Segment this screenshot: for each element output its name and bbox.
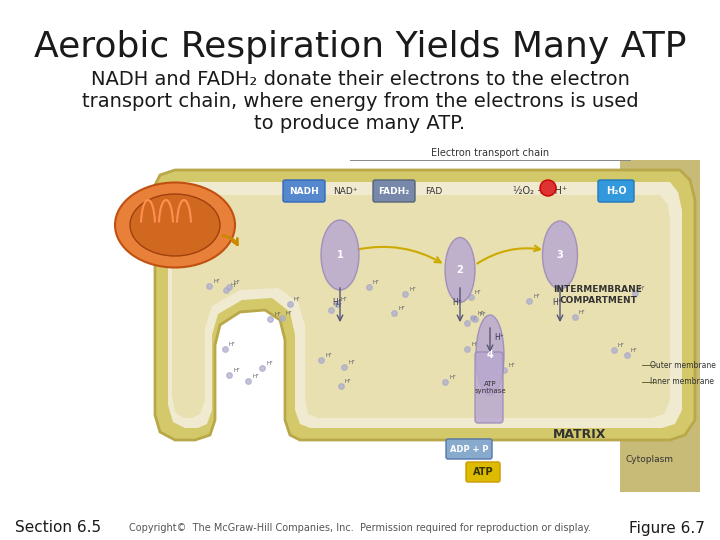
Text: H⁺: H⁺ <box>345 379 352 383</box>
Text: Aerobic Respiration Yields Many ATP: Aerobic Respiration Yields Many ATP <box>34 30 686 64</box>
Text: H⁺: H⁺ <box>494 333 504 342</box>
Ellipse shape <box>321 220 359 290</box>
Text: H⁺: H⁺ <box>579 309 585 314</box>
Text: ½O₂ + 2H⁺: ½O₂ + 2H⁺ <box>513 186 567 196</box>
Text: Copyright©  The McGraw-Hill Companies, Inc.  Permission required for reproductio: Copyright© The McGraw-Hill Companies, In… <box>129 523 591 533</box>
Text: H⁺: H⁺ <box>471 341 478 347</box>
Ellipse shape <box>445 238 475 302</box>
Text: INTERMEMBRANE
COMPARTMENT: INTERMEMBRANE COMPARTMENT <box>554 285 642 305</box>
Text: H⁺: H⁺ <box>233 280 240 285</box>
Text: H⁺: H⁺ <box>348 360 355 365</box>
FancyBboxPatch shape <box>373 180 415 202</box>
PathPatch shape <box>172 195 670 418</box>
FancyBboxPatch shape <box>90 160 700 492</box>
Text: H⁺: H⁺ <box>639 286 646 291</box>
Text: H⁺: H⁺ <box>480 313 486 318</box>
Text: H⁺: H⁺ <box>233 368 240 373</box>
Text: H⁺: H⁺ <box>409 287 416 292</box>
Ellipse shape <box>130 194 220 256</box>
FancyBboxPatch shape <box>466 462 500 482</box>
Text: H⁺: H⁺ <box>341 297 348 302</box>
Text: H⁺: H⁺ <box>266 361 274 366</box>
Circle shape <box>540 180 556 196</box>
Text: H⁺: H⁺ <box>508 363 516 368</box>
Text: ADP + P: ADP + P <box>450 444 488 454</box>
Text: H⁺: H⁺ <box>274 312 282 317</box>
Text: 4: 4 <box>487 350 493 360</box>
Text: NADH and FADH₂ donate their electrons to the electron: NADH and FADH₂ donate their electrons to… <box>91 70 629 89</box>
Text: MATRIX: MATRIX <box>553 429 607 442</box>
Text: FADH₂: FADH₂ <box>379 186 410 195</box>
Ellipse shape <box>115 183 235 267</box>
FancyBboxPatch shape <box>475 352 503 423</box>
FancyBboxPatch shape <box>446 439 492 459</box>
Text: H⁺: H⁺ <box>213 279 220 284</box>
Text: H⁺: H⁺ <box>618 343 625 348</box>
Text: to produce many ATP.: to produce many ATP. <box>254 114 466 133</box>
Text: Figure 6.7: Figure 6.7 <box>629 521 705 536</box>
PathPatch shape <box>168 182 682 428</box>
FancyBboxPatch shape <box>283 180 325 202</box>
Text: H⁺: H⁺ <box>631 348 638 353</box>
Text: Electron transport chain: Electron transport chain <box>431 148 549 158</box>
Text: H⁺: H⁺ <box>534 294 541 299</box>
Text: FAD: FAD <box>426 186 443 195</box>
Text: H⁺: H⁺ <box>449 375 456 380</box>
Text: H⁺: H⁺ <box>452 298 462 307</box>
Text: 2: 2 <box>456 265 464 275</box>
Text: Inner membrane: Inner membrane <box>650 377 714 387</box>
Text: H₂O: H₂O <box>606 186 626 196</box>
Text: H⁺: H⁺ <box>286 310 293 316</box>
Text: H⁺: H⁺ <box>294 298 301 302</box>
Text: H⁺: H⁺ <box>229 342 235 347</box>
Text: ATP
synthase: ATP synthase <box>474 381 506 395</box>
Text: H⁺: H⁺ <box>252 374 259 379</box>
Text: H⁺: H⁺ <box>398 306 405 312</box>
Text: 3: 3 <box>557 250 563 260</box>
Text: H⁺: H⁺ <box>552 298 562 307</box>
Text: 1: 1 <box>337 250 343 260</box>
Text: H⁺: H⁺ <box>477 311 485 316</box>
Text: H⁺: H⁺ <box>325 353 332 358</box>
Text: H⁺: H⁺ <box>332 298 342 307</box>
PathPatch shape <box>155 170 695 440</box>
Text: H⁺: H⁺ <box>230 284 237 288</box>
Text: NAD⁺: NAD⁺ <box>333 186 357 195</box>
Text: H⁺: H⁺ <box>471 316 477 321</box>
FancyBboxPatch shape <box>598 180 634 202</box>
Text: transport chain, where energy from the electrons is used: transport chain, where energy from the e… <box>81 92 639 111</box>
Text: Outer membrane: Outer membrane <box>650 361 716 369</box>
Text: ATP: ATP <box>473 467 493 477</box>
FancyBboxPatch shape <box>620 160 700 492</box>
Text: Section 6.5: Section 6.5 <box>15 521 101 536</box>
Text: H⁺: H⁺ <box>336 303 343 308</box>
Ellipse shape <box>476 315 504 395</box>
Text: H⁺: H⁺ <box>474 289 482 295</box>
Text: Cytoplasm: Cytoplasm <box>626 456 674 464</box>
Text: H⁺: H⁺ <box>372 280 379 285</box>
Ellipse shape <box>542 221 577 289</box>
Text: NADH: NADH <box>289 186 319 195</box>
